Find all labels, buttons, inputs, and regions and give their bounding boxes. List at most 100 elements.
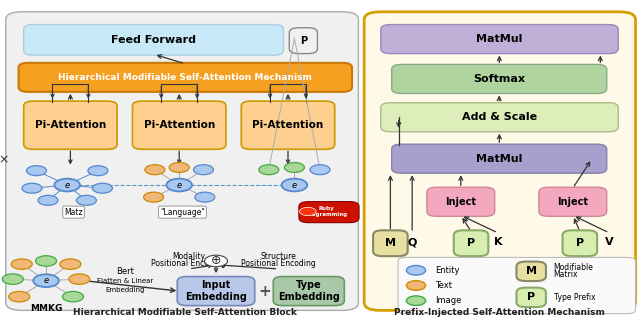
Text: MatMul: MatMul — [476, 154, 522, 164]
Circle shape — [406, 265, 426, 275]
Circle shape — [33, 274, 59, 287]
Circle shape — [282, 179, 307, 191]
Text: Inject: Inject — [557, 197, 588, 207]
Text: Pi-Attention: Pi-Attention — [35, 120, 106, 130]
Text: Matz: Matz — [64, 208, 83, 217]
Circle shape — [3, 274, 23, 284]
Circle shape — [26, 166, 47, 176]
FancyBboxPatch shape — [19, 63, 352, 92]
Text: P: P — [527, 292, 535, 302]
Text: Matrix: Matrix — [554, 270, 578, 279]
Text: Feed Forward: Feed Forward — [111, 35, 196, 45]
FancyBboxPatch shape — [289, 28, 317, 54]
FancyBboxPatch shape — [398, 257, 636, 314]
Circle shape — [76, 195, 97, 205]
Text: K: K — [493, 237, 502, 248]
Circle shape — [63, 292, 83, 302]
FancyBboxPatch shape — [6, 12, 358, 310]
Text: e: e — [177, 181, 182, 189]
FancyBboxPatch shape — [381, 103, 618, 132]
Text: Q: Q — [408, 237, 417, 248]
Text: ⊕: ⊕ — [211, 255, 221, 267]
Text: Bert: Bert — [116, 267, 134, 276]
FancyBboxPatch shape — [427, 187, 495, 216]
Text: M: M — [385, 238, 396, 248]
Circle shape — [69, 274, 90, 284]
Text: Matz: Matz — [64, 208, 83, 217]
Text: Inject: Inject — [445, 197, 476, 207]
FancyBboxPatch shape — [516, 288, 546, 307]
FancyBboxPatch shape — [373, 230, 408, 256]
Text: Hierarchical Modifiable Self-Attention Block: Hierarchical Modifiable Self-Attention B… — [74, 308, 297, 317]
Text: Add & Scale: Add & Scale — [462, 112, 537, 122]
Circle shape — [22, 183, 42, 193]
FancyBboxPatch shape — [299, 202, 359, 223]
Text: Type
Embedding: Type Embedding — [278, 280, 340, 302]
Text: P: P — [300, 36, 307, 46]
Circle shape — [205, 255, 228, 267]
Circle shape — [9, 292, 29, 302]
Text: Embedding: Embedding — [105, 287, 145, 293]
FancyBboxPatch shape — [177, 277, 255, 306]
FancyBboxPatch shape — [273, 277, 344, 306]
Circle shape — [38, 195, 58, 205]
FancyBboxPatch shape — [24, 101, 117, 149]
Text: Positional Encoding: Positional Encoding — [152, 259, 226, 268]
Circle shape — [310, 165, 330, 175]
Circle shape — [54, 179, 80, 191]
Text: Modality: Modality — [172, 252, 205, 261]
Text: Image: Image — [435, 296, 461, 305]
Circle shape — [193, 165, 214, 175]
Text: Softmax: Softmax — [473, 74, 525, 84]
Circle shape — [406, 281, 426, 290]
Text: MMKG: MMKG — [30, 304, 62, 313]
Text: Pi-Attention: Pi-Attention — [252, 120, 324, 130]
FancyBboxPatch shape — [241, 101, 335, 149]
Text: M: M — [525, 266, 537, 276]
Text: e: e — [65, 181, 70, 189]
Circle shape — [284, 162, 305, 173]
FancyBboxPatch shape — [24, 25, 284, 55]
Circle shape — [300, 207, 316, 216]
FancyBboxPatch shape — [392, 64, 607, 93]
Text: P: P — [576, 238, 584, 248]
FancyBboxPatch shape — [364, 12, 636, 310]
Text: Pi-Attention: Pi-Attention — [143, 120, 215, 130]
Text: Flatten & Linear: Flatten & Linear — [97, 278, 153, 284]
Text: MatMul: MatMul — [476, 34, 523, 44]
Text: Hierarchical Modifiable Self-Attention Mechanism: Hierarchical Modifiable Self-Attention M… — [58, 73, 312, 82]
Circle shape — [169, 162, 189, 173]
Text: "Language": "Language" — [160, 208, 205, 217]
Circle shape — [88, 166, 108, 176]
Text: Input
Embedding: Input Embedding — [185, 280, 247, 302]
FancyBboxPatch shape — [563, 230, 597, 256]
FancyBboxPatch shape — [132, 101, 226, 149]
Text: Type Prefix: Type Prefix — [554, 293, 595, 302]
FancyBboxPatch shape — [392, 144, 607, 173]
Circle shape — [406, 296, 426, 306]
Circle shape — [166, 179, 192, 191]
FancyBboxPatch shape — [381, 25, 618, 54]
Circle shape — [92, 183, 113, 193]
FancyBboxPatch shape — [454, 230, 488, 256]
Circle shape — [143, 192, 164, 202]
Text: +: + — [258, 284, 271, 299]
Circle shape — [145, 165, 165, 175]
Text: L×: L× — [0, 153, 11, 166]
Text: Ruby
Programming: Ruby Programming — [305, 206, 348, 217]
Text: Modifiable: Modifiable — [554, 263, 593, 272]
Circle shape — [259, 165, 279, 175]
Text: Positional Encoding: Positional Encoding — [241, 259, 316, 268]
Text: e: e — [44, 276, 49, 285]
FancyBboxPatch shape — [539, 187, 607, 216]
Circle shape — [60, 259, 81, 269]
Text: P: P — [467, 238, 475, 248]
Circle shape — [195, 192, 215, 202]
Text: Text: Text — [435, 281, 452, 290]
Text: Structure: Structure — [260, 252, 296, 261]
Text: e: e — [292, 181, 297, 189]
Text: Entity: Entity — [435, 266, 460, 275]
FancyBboxPatch shape — [516, 262, 546, 281]
Text: V: V — [605, 237, 614, 248]
Text: Prefix-Injected Self-Attention Mechanism: Prefix-Injected Self-Attention Mechanism — [394, 308, 605, 317]
